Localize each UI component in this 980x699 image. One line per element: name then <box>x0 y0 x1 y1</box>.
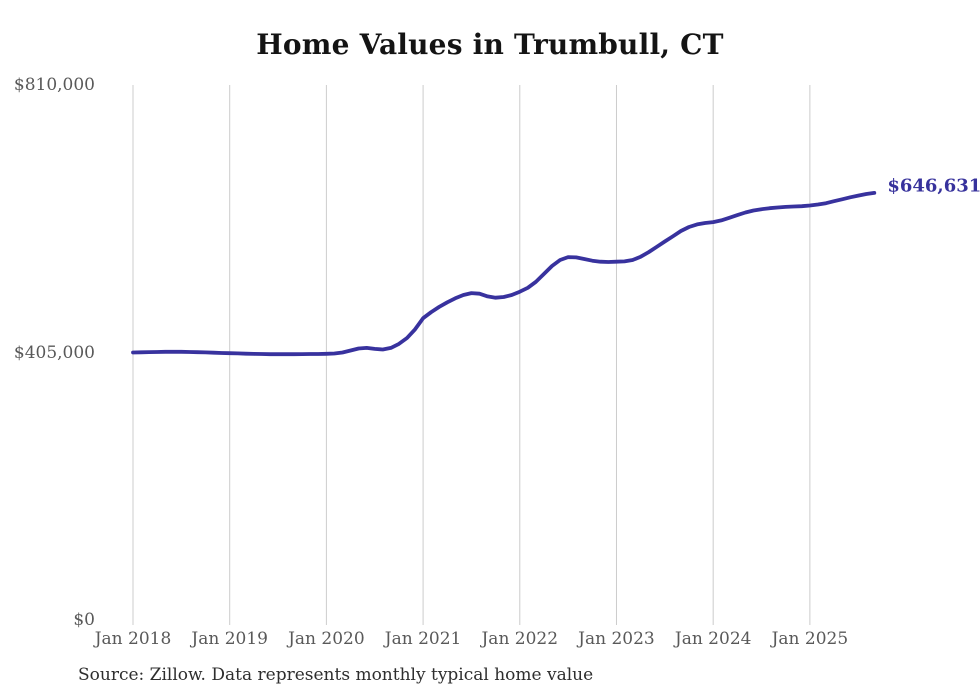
x-tick-label: Jan 2025 <box>771 629 849 649</box>
chart-title: Home Values in Trumbull, CT <box>256 28 724 61</box>
source-note: Source: Zillow. Data represents monthly … <box>78 665 594 685</box>
x-tick-label: Jan 2023 <box>578 629 655 649</box>
x-tick-label: Jan 2022 <box>481 629 559 649</box>
value-line <box>131 190 877 357</box>
x-tick-label: Jan 2020 <box>288 629 365 649</box>
y-tick-label: $0 <box>73 610 95 630</box>
y-tick-label: $405,000 <box>13 342 95 363</box>
x-tick-label: Jan 2018 <box>94 629 172 649</box>
y-tick-label: $810,000 <box>13 75 95 95</box>
x-tick-label: Jan 2024 <box>674 629 752 649</box>
x-tick-label: Jan 2019 <box>191 629 268 649</box>
last-value-label: $646,631 <box>887 175 980 197</box>
x-tick-label: Jan 2021 <box>384 629 462 649</box>
